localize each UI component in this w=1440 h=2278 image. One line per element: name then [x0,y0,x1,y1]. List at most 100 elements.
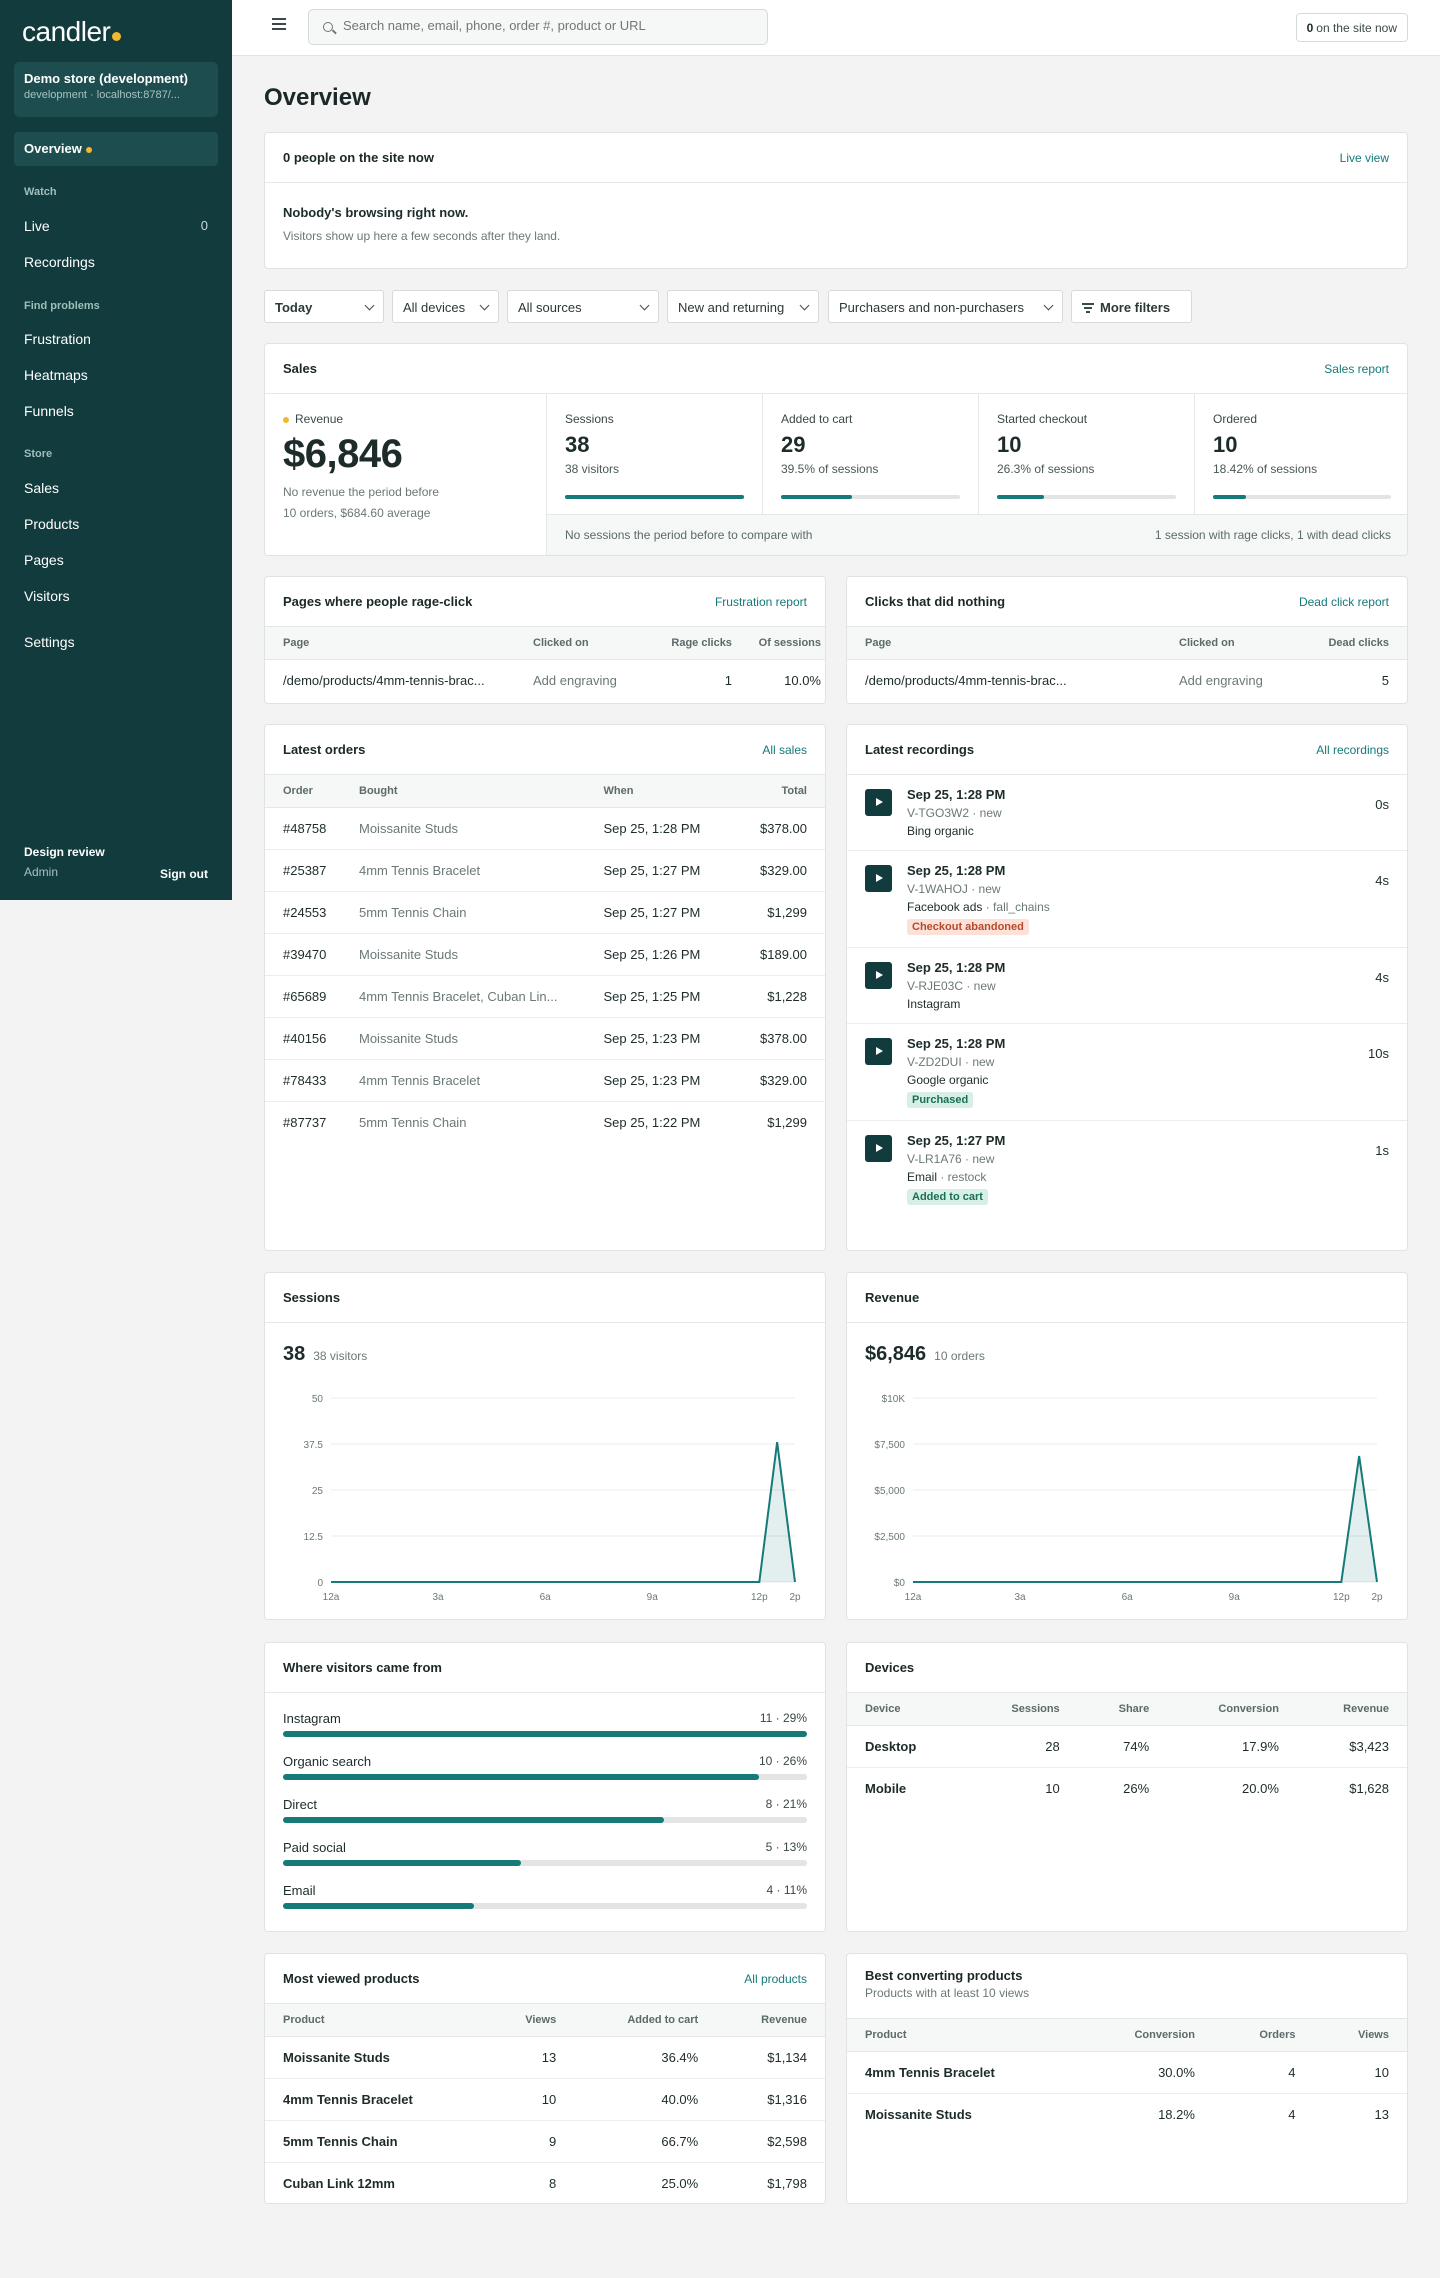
sidebar: candler Demo store (development) develop… [0,0,232,900]
source-row[interactable]: Instagram 11 · 29% [265,1711,825,1754]
x-tick-label: 3a [1015,1592,1027,1603]
table-row[interactable]: Moissanite Studs 13 36.4% $1,134 [265,2036,825,2079]
sales-card: Sales Sales report Revenue $6,846 No reve… [264,343,1408,556]
metric-ordered[interactable]: Ordered 10 18.42% of sessions [1194,394,1407,514]
source-row[interactable]: Direct 8 · 21% [265,1797,825,1840]
table-row[interactable]: /demo/products/4mm-tennis-brac... Add en… [865,672,1389,688]
dead-click-report-link[interactable]: Dead click report [1298,595,1389,609]
revenue-dot-icon [283,416,289,423]
table-row[interactable]: #65689 4mm Tennis Bracelet, Cuban Lin... S… [265,975,825,1018]
devices-title: Devices [865,1660,915,1675]
table-row[interactable]: 4mm Tennis Bracelet 30.0% 4 10 [847,2051,1407,2094]
table-row[interactable]: #87737 5mm Tennis Chain Sep 25, 1:22 PM $1,… [283,1114,807,1130]
sidebar-item-sales[interactable]: Sales [24,480,60,496]
play-icon[interactable] [865,789,892,816]
table-row[interactable]: #78433 4mm Tennis Bracelet Sep 25, 1:23 PM… [265,1059,825,1102]
table-row[interactable]: #48758 Moissanite Studs Sep 25, 1:28 PM $37… [265,807,825,850]
table-row[interactable]: 5mm Tennis Chain 9 66.7% $2,598 [265,2120,825,2163]
sales-report-link[interactable]: Sales report [1324,362,1389,376]
on-site-now-badge[interactable]: 0 on the site now [1295,13,1408,42]
more-filters-button[interactable]: More filters [1071,290,1192,323]
sidebar-item-frustration[interactable]: Frustration [24,331,91,347]
source-bar-track [283,1860,807,1866]
source-row[interactable]: Email 4 · 11% [265,1883,825,1926]
all-recordings-link[interactable]: All recordings [1316,743,1389,757]
col-views: Views [485,2004,575,2037]
metric-sessions[interactable]: Sessions 38 38 visitors [546,394,762,514]
recording-item[interactable]: Sep 25, 1:28 PM V-TGO3W2 · new Bing organi… [847,775,1407,851]
sidebar-item-products[interactable]: Products [24,516,80,532]
best-converting-card: Best converting products Products with a… [846,1953,1408,2204]
app-logo[interactable]: candler [22,16,122,48]
table-row[interactable]: #39470 Moissanite Studs Sep 25, 1:26 PM $18… [265,933,825,976]
sidebar-item-visitors[interactable]: Visitors [24,588,70,604]
source-bar-track [283,1817,807,1823]
date-filter[interactable]: Today [264,290,384,323]
y-tick-label: $10K [882,1394,906,1405]
recording-item[interactable]: Sep 25, 1:28 PM V-1WAHOJ · new Facebook ad… [847,851,1407,948]
table-row[interactable]: #25387 4mm Tennis Bracelet Sep 25, 1:27 PM… [265,849,825,892]
visitor-type-filter[interactable]: New and returning [667,290,819,323]
all-products-link[interactable]: All products [744,1972,807,1986]
recording-item[interactable]: Sep 25, 1:28 PM V-RJE03C · new Instagram 4s [847,948,1407,1024]
series-line [331,1442,796,1583]
rage-title: Pages where people rage-click [283,594,473,609]
series-area [331,1442,795,1582]
play-icon[interactable] [865,1135,892,1162]
sidebar-item-settings[interactable]: Settings [24,634,75,650]
search-input[interactable] [343,18,753,33]
all-sales-link[interactable]: All sales [762,743,807,757]
sidebar-item-recordings[interactable]: Recordings [24,254,95,270]
col-revenue: Revenue [716,2004,825,2037]
metric-started-checkout[interactable]: Started checkout 10 26.3% of sessions [978,394,1194,514]
sales-compare-note: No sessions the period before to compare… [565,528,813,542]
sidebar-item-live[interactable]: Live 0 [24,218,208,234]
x-tick-label: 6a [540,1592,552,1603]
page-title: Overview [264,84,371,111]
table-row[interactable]: Moissanite Studs 18.2% 4 13 [865,2106,1389,2122]
best-converting-table: Product Conversion Orders Views 4mm Tenn… [847,2019,1407,2135]
table-row[interactable]: /demo/products/4mm-tennis-brac... Add en… [283,672,821,688]
play-icon[interactable] [865,1038,892,1065]
sidebar-item-funnels[interactable]: Funnels [24,403,74,419]
live-view-link[interactable]: Live view [1339,151,1389,165]
search-box[interactable] [308,9,768,45]
sidebar-item-heatmaps[interactable]: Heatmaps [24,367,88,383]
table-row[interactable]: #40156 Moissanite Studs Sep 25, 1:23 PM $37… [265,1017,825,1060]
menu-icon[interactable] [272,18,286,30]
col-page: Page [847,627,1161,660]
recording-source: Instagram [907,997,961,1011]
recording-item[interactable]: Sep 25, 1:28 PM V-ZD2DUI · new Google orga… [847,1024,1407,1121]
table-row[interactable]: #24553 5mm Tennis Chain Sep 25, 1:27 PM $1,… [265,891,825,934]
col-sessions: Sessions [964,1693,1078,1726]
frustration-report-link[interactable]: Frustration report [714,595,807,609]
status-badge: Checkout abandoned [907,919,1029,935]
y-tick-label: $0 [894,1578,906,1589]
sidebar-item-overview[interactable]: Overview [14,132,218,166]
recording-item[interactable]: Sep 25, 1:27 PM V-LR1A76 · new Email · res… [847,1121,1407,1217]
latest-orders-card: Latest orders All sales Order Bought When… [264,724,826,1251]
purchaser-filter[interactable]: Purchasers and non-purchasers [828,290,1063,323]
source-name: Paid social [283,1840,346,1855]
source-row[interactable]: Paid social 5 · 13% [265,1840,825,1883]
table-row[interactable]: Cuban Link 12mm 8 25.0% $1,798 [283,2175,807,2191]
table-row[interactable]: 4mm Tennis Bracelet 10 40.0% $1,316 [265,2078,825,2121]
source-name: Direct [283,1797,317,1812]
source-row[interactable]: Organic search 10 · 26% [265,1754,825,1797]
orders-table: Order Bought When Total #48758 Moissanite… [265,775,825,1143]
table-row[interactable]: Mobile 10 26% 20.0% $1,628 [865,1780,1389,1796]
metric-added-to-cart[interactable]: Added to cart 29 39.5% of sessions [762,394,978,514]
revenue-chart-title: Revenue [865,1290,920,1305]
sources-filter[interactable]: All sources [507,290,659,323]
sidebar-item-pages[interactable]: Pages [24,552,64,568]
play-icon[interactable] [865,865,892,892]
logo-dot-icon [112,32,122,41]
store-switcher[interactable]: Demo store (development) development · l… [14,62,218,117]
most-viewed-table: Product Views Added to cart Revenue Mois… [265,2004,825,2203]
play-icon[interactable] [865,962,892,989]
live-count: 0 [200,218,208,233]
sign-out-button[interactable]: Sign out [160,867,208,881]
devices-filter[interactable]: All devices [392,290,499,323]
table-row[interactable]: Desktop 28 74% 17.9% $3,423 [847,1725,1407,1768]
recording-duration: 4s [1375,873,1389,888]
